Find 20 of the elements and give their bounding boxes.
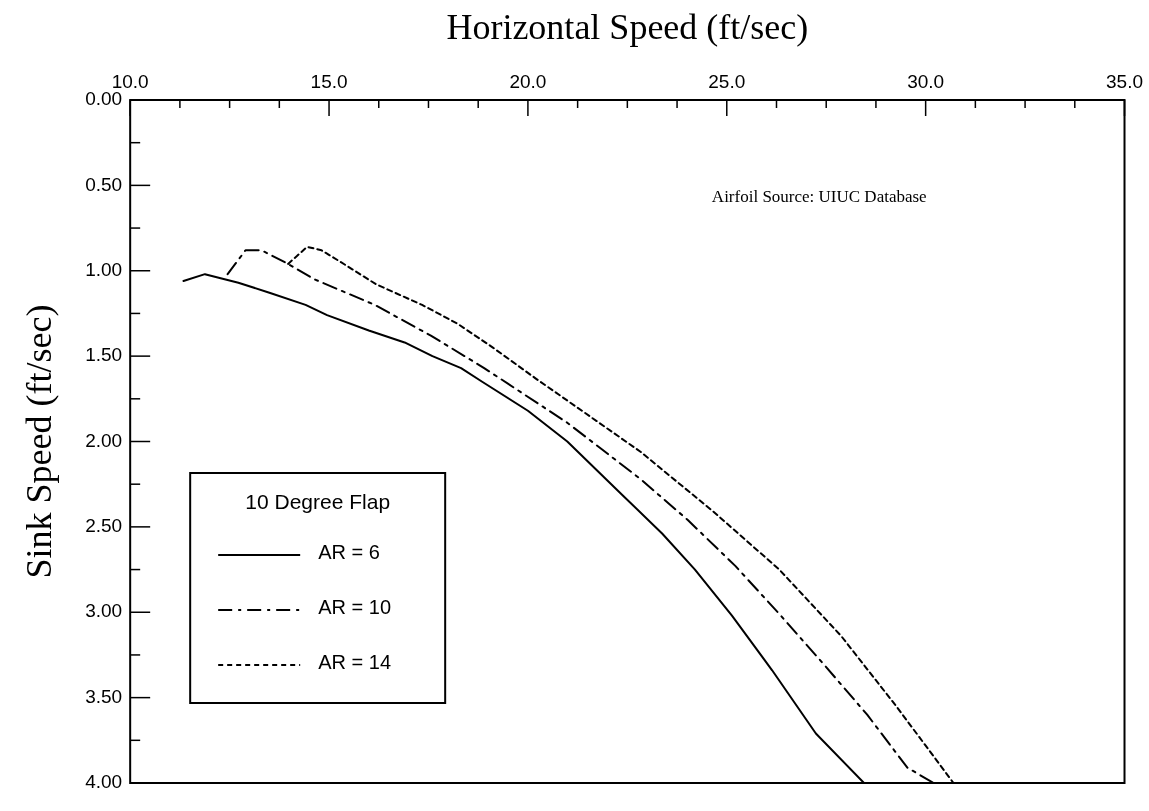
x-tick-label: 30.0 xyxy=(907,70,945,92)
legend-label: AR = 14 xyxy=(318,650,392,673)
x-tick-label: 20.0 xyxy=(509,70,547,92)
y-tick-label: 3.00 xyxy=(85,600,123,622)
legend-label: AR = 6 xyxy=(318,540,380,563)
legend-label: AR = 10 xyxy=(318,595,392,618)
y-tick-label: 4.00 xyxy=(85,771,123,793)
y-tick-label: 2.00 xyxy=(85,429,123,451)
y-tick-label: 2.50 xyxy=(85,515,123,537)
y-tick-label: 0.50 xyxy=(85,173,123,195)
y-tick-label: 1.00 xyxy=(85,258,123,280)
legend-title: 10 Degree Flap xyxy=(245,489,391,513)
x-axis-title: Horizontal Speed (ft/sec) xyxy=(446,7,809,48)
x-tick-label: 25.0 xyxy=(708,70,746,92)
y-axis-title: Sink Speed (ft/sec) xyxy=(19,304,60,579)
annotation: Airfoil Source: UIUC Database xyxy=(711,187,927,207)
y-tick-label: 3.50 xyxy=(85,685,123,707)
y-tick-label: 1.50 xyxy=(85,344,123,366)
x-tick-label: 15.0 xyxy=(310,70,348,92)
x-tick-label: 35.0 xyxy=(1106,70,1143,92)
